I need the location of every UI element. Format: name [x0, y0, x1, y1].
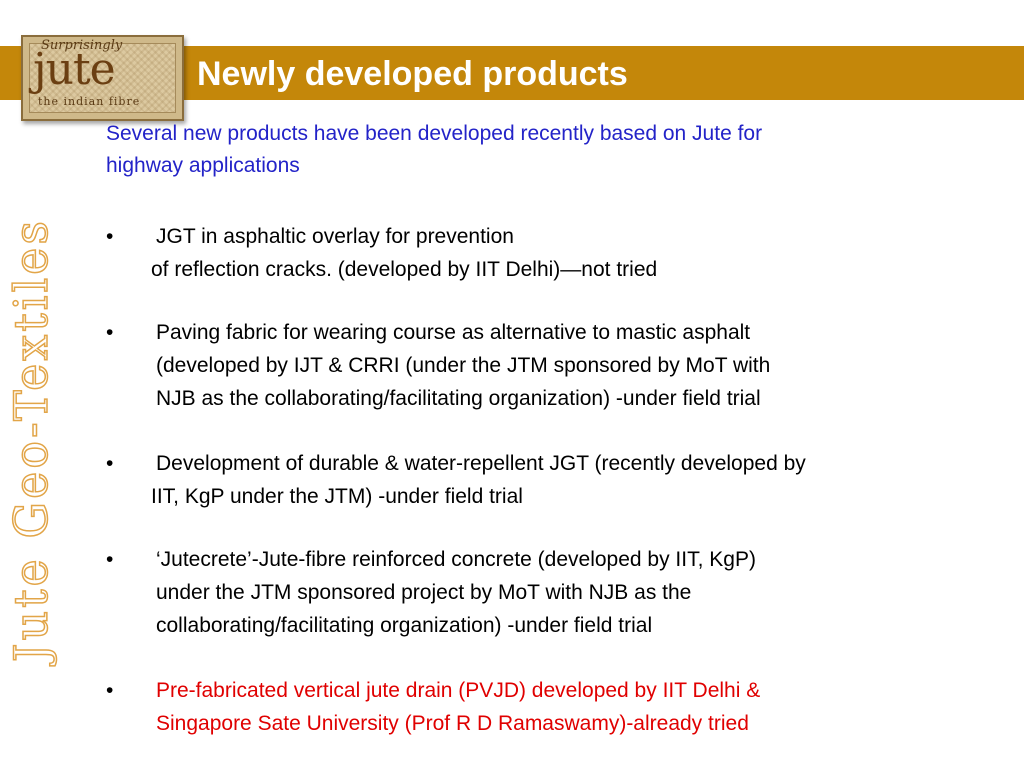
list-item-line: Paving fabric for wearing course as alte…: [156, 321, 751, 344]
page-title: Newly developed products: [197, 55, 628, 93]
list-item-line: of reflection cracks. (developed by IIT …: [151, 258, 658, 281]
side-title-text: Jute Geo-Textiles: [3, 217, 59, 662]
list-item-line: Development of durable & water-repellent…: [156, 452, 806, 475]
list-item-line: ‘Jutecrete’-Jute-fibre reinforced concre…: [156, 548, 756, 571]
list-item-line: IIT, KgP under the JTM) -under field tri…: [151, 485, 523, 508]
list-item-line: Singapore Sate University (Prof R D Rama…: [156, 712, 749, 735]
logo-wordmark: jute: [33, 44, 116, 95]
bullet-icon: •: [106, 679, 114, 702]
list-item-line: (developed by IJT & CRRI (under the JTM …: [156, 354, 771, 377]
logo-subtitle: the indian fibre: [38, 95, 141, 108]
intro-line: highway applications: [106, 154, 300, 177]
bullet-icon: •: [106, 321, 114, 344]
list-item-line: Pre-fabricated vertical jute drain (PVJD…: [156, 679, 761, 702]
intro-line: Several new products have been developed…: [106, 122, 763, 145]
list-item-line: JGT in asphaltic overlay for prevention: [156, 225, 514, 248]
jute-logo: Surprisingly jute the indian fibre: [21, 35, 184, 121]
bullet-icon: •: [106, 452, 114, 475]
list-item-line: under the JTM sponsored project by MoT w…: [156, 581, 692, 604]
list-item-line: NJB as the collaborating/facilitating or…: [156, 387, 761, 410]
logo-tagline: Surprisingly: [41, 38, 123, 53]
list-item-line: collaborating/facilitating organization)…: [156, 614, 653, 637]
intro-paragraph: Several new products have been developed…: [106, 118, 1006, 182]
logo-background: [29, 43, 176, 113]
bullet-icon: •: [106, 548, 114, 571]
bullet-icon: •: [106, 225, 114, 248]
